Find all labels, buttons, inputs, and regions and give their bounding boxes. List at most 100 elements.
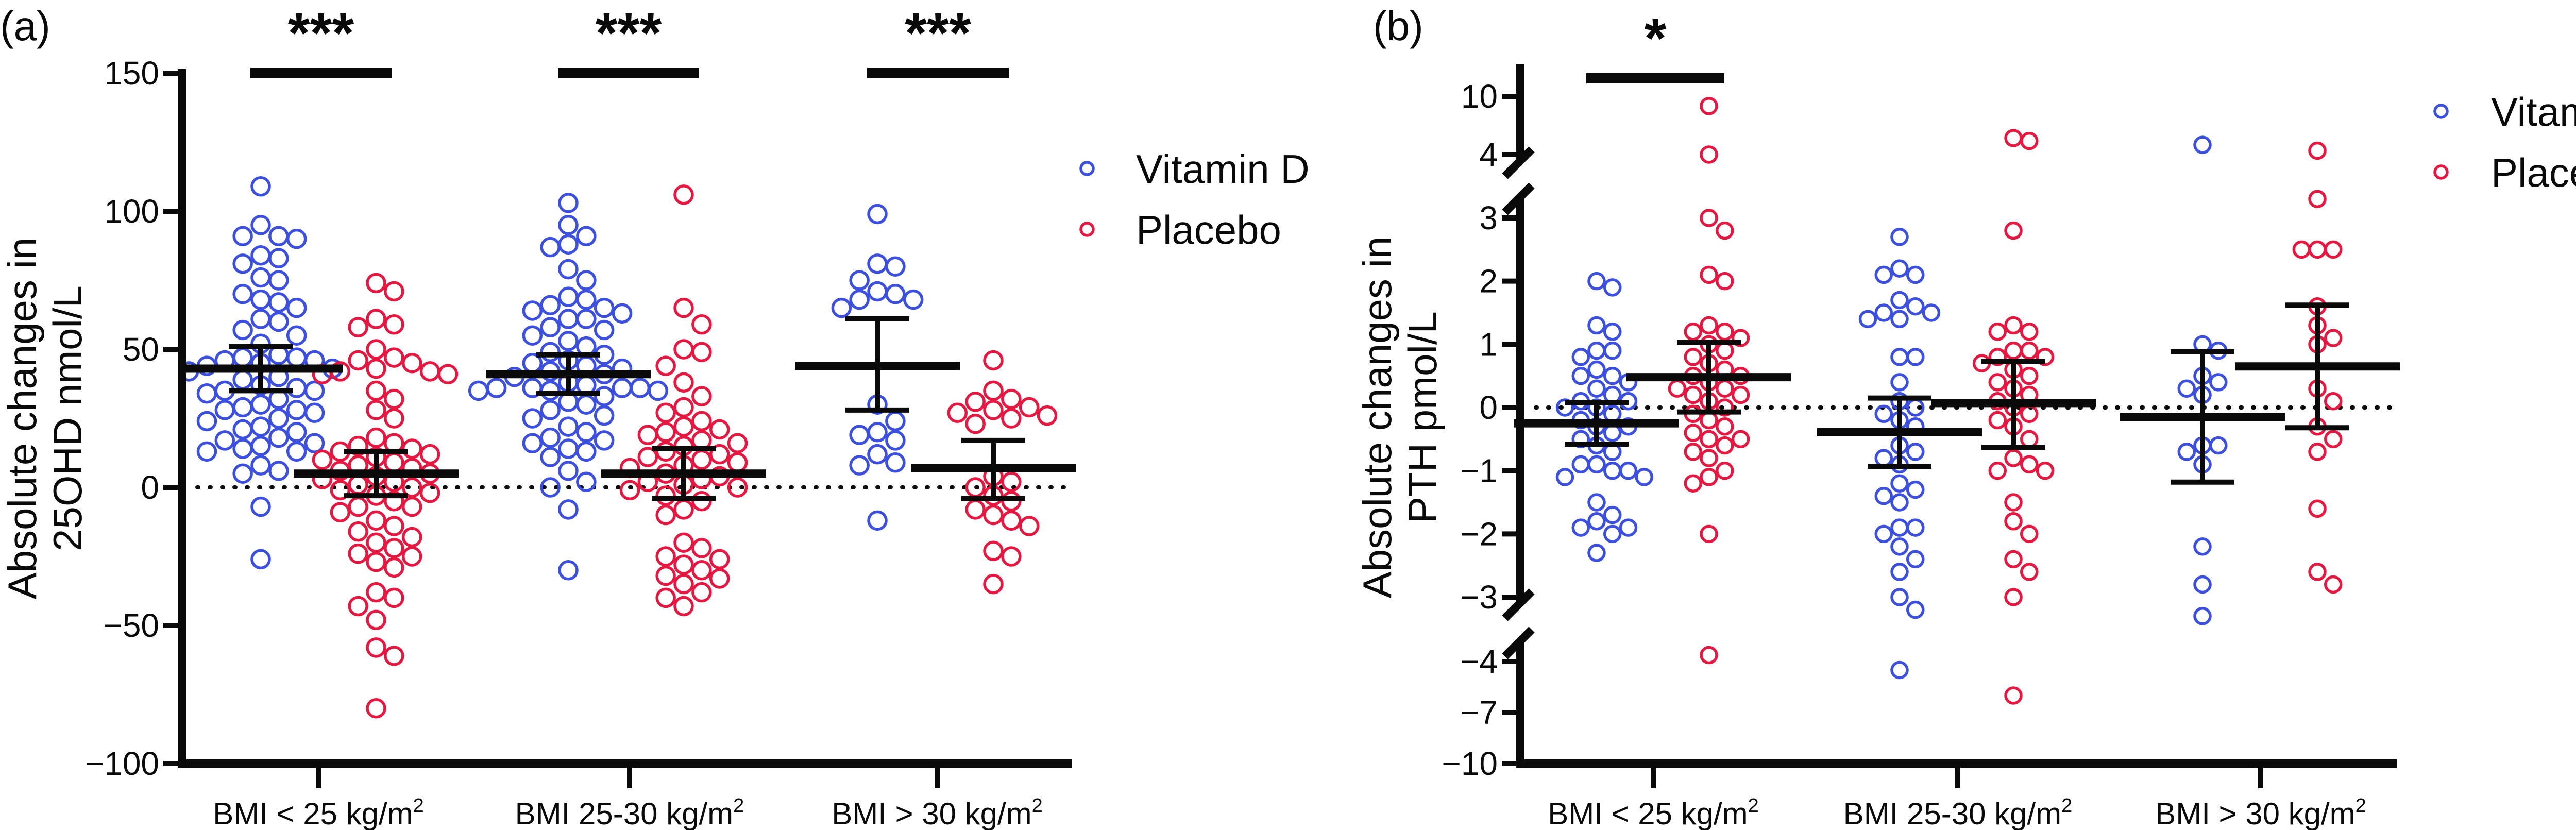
data-point-vitamin-d bbox=[250, 496, 271, 517]
data-point-placebo bbox=[691, 449, 712, 470]
data-point-placebo bbox=[401, 546, 422, 567]
data-point-vitamin-d bbox=[196, 441, 217, 462]
x-tick-label: BMI < 25 kg/m2 bbox=[1548, 795, 1759, 830]
data-point-vitamin-d bbox=[1890, 588, 1909, 606]
x-axis-ticks: BMI < 25 kg/m2 BMI 25-30 kg/m2 BMI > 30 kg… bbox=[213, 764, 1043, 830]
data-point-vitamin-d bbox=[1587, 360, 1606, 379]
data-point-placebo bbox=[983, 504, 1004, 526]
data-point-vitamin-d bbox=[576, 422, 597, 443]
data-point-vitamin-d bbox=[1555, 398, 1574, 417]
data-point-vitamin-d bbox=[558, 560, 579, 581]
data-point-placebo bbox=[366, 339, 386, 360]
legend-item-placebo[interactable]: Placebo bbox=[2433, 150, 2576, 195]
data-point-placebo bbox=[384, 516, 404, 536]
data-point-placebo bbox=[1988, 348, 2007, 366]
data-point-placebo bbox=[348, 317, 368, 337]
y-tick-label: 50 bbox=[123, 331, 159, 368]
data-point-placebo bbox=[655, 422, 676, 443]
data-point-placebo bbox=[2004, 316, 2023, 335]
data-point-vitamin-d bbox=[576, 289, 597, 310]
data-point-vitamin-d bbox=[1890, 660, 1909, 680]
data-point-placebo bbox=[2020, 563, 2039, 581]
data-point-placebo bbox=[1019, 516, 1040, 536]
data-point-vitamin-d bbox=[1890, 310, 1909, 329]
data-point-vitamin-d bbox=[867, 422, 888, 443]
data-point-vitamin-d bbox=[286, 422, 307, 443]
mean-ci-markers bbox=[1514, 302, 2400, 485]
panel-b-label: (b) bbox=[1373, 3, 1423, 49]
y-tick-label: −50 bbox=[103, 607, 159, 644]
data-point-vitamin-d bbox=[286, 297, 307, 318]
y-tick-label: −3 bbox=[1460, 579, 1498, 616]
data-point-vitamin-d bbox=[1587, 544, 1606, 562]
data-point-vitamin-d bbox=[576, 270, 597, 291]
data-point-vitamin-d bbox=[1890, 493, 1909, 512]
data-point-placebo bbox=[1716, 417, 1734, 436]
y-tick-label: 0 bbox=[1479, 389, 1498, 426]
data-points bbox=[178, 176, 1058, 719]
data-point-vitamin-d bbox=[1571, 366, 1590, 385]
data-point-placebo bbox=[366, 358, 386, 379]
data-point-placebo bbox=[673, 532, 694, 553]
data-point-vitamin-d bbox=[2177, 443, 2196, 461]
axis-break-mark bbox=[1502, 146, 1535, 179]
legend-item-placebo[interactable]: Placebo bbox=[1079, 207, 1281, 252]
data-point-placebo bbox=[2020, 366, 2039, 385]
data-point-placebo bbox=[1001, 510, 1022, 531]
data-point-placebo bbox=[401, 477, 422, 498]
data-point-placebo bbox=[2036, 348, 2055, 366]
data-point-vitamin-d bbox=[232, 253, 253, 274]
data-point-placebo bbox=[1700, 468, 1718, 486]
data-point-vitamin-d bbox=[1890, 537, 1909, 556]
data-point-vitamin-d bbox=[468, 380, 489, 401]
data-point-vitamin-d bbox=[286, 347, 307, 368]
data-point-placebo bbox=[2004, 512, 2023, 531]
data-point-placebo bbox=[965, 392, 986, 412]
data-point-vitamin-d bbox=[522, 300, 543, 321]
data-point-vitamin-d bbox=[831, 297, 852, 318]
data-point-placebo bbox=[401, 438, 422, 459]
data-point-placebo bbox=[401, 353, 422, 374]
x-axis-ticks: BMI < 25 kg/m2 BMI 25-30 kg/m2 BMI > 30 kg… bbox=[1548, 764, 2366, 830]
data-point-vitamin-d bbox=[540, 477, 561, 498]
data-point-vitamin-d bbox=[849, 425, 870, 445]
data-point-placebo bbox=[2308, 141, 2327, 160]
data-point-placebo bbox=[384, 388, 404, 410]
data-point-placebo bbox=[348, 474, 368, 495]
data-point-vitamin-d bbox=[250, 455, 271, 476]
data-point-placebo bbox=[2004, 449, 2023, 467]
data-point-placebo bbox=[366, 510, 386, 531]
data-point-vitamin-d bbox=[558, 286, 579, 307]
legend-item-vitamin-d[interactable]: Vitamin D bbox=[1079, 146, 1310, 192]
significance-annotations: *** *** *** bbox=[250, 2, 1009, 78]
data-point-vitamin-d bbox=[250, 245, 271, 266]
data-point-placebo bbox=[366, 309, 386, 329]
legend-item-vitamin-d[interactable]: Vitamin D bbox=[2433, 89, 2576, 134]
y-tick-label: 1 bbox=[1479, 326, 1498, 363]
data-point-placebo bbox=[655, 355, 676, 376]
data-point-placebo bbox=[419, 482, 440, 503]
data-point-placebo bbox=[965, 499, 986, 520]
data-point-vitamin-d bbox=[558, 499, 579, 520]
data-point-vitamin-d bbox=[885, 452, 906, 473]
data-point-vitamin-d bbox=[268, 427, 289, 448]
data-point-placebo bbox=[2324, 329, 2343, 347]
data-point-placebo bbox=[655, 504, 676, 526]
data-point-vitamin-d bbox=[1603, 524, 1622, 544]
data-point-placebo bbox=[637, 425, 658, 445]
axis-break-mark bbox=[1502, 588, 1535, 621]
data-point-placebo bbox=[1988, 461, 2007, 480]
data-point-vitamin-d bbox=[540, 236, 561, 258]
data-point-placebo bbox=[1700, 97, 1718, 115]
data-point-placebo bbox=[673, 573, 694, 595]
data-point-placebo bbox=[983, 380, 1004, 401]
x-tick-label: BMI > 30 kg/m2 bbox=[2155, 795, 2366, 830]
data-point-vitamin-d bbox=[1890, 373, 1909, 392]
data-point-vitamin-d bbox=[849, 270, 870, 291]
data-point-placebo bbox=[2324, 430, 2343, 449]
data-point-placebo bbox=[1716, 323, 1734, 341]
data-point-placebo bbox=[727, 452, 748, 473]
axis-break-mark bbox=[1502, 182, 1535, 215]
data-point-placebo bbox=[983, 400, 1004, 420]
data-point-placebo bbox=[366, 400, 386, 420]
